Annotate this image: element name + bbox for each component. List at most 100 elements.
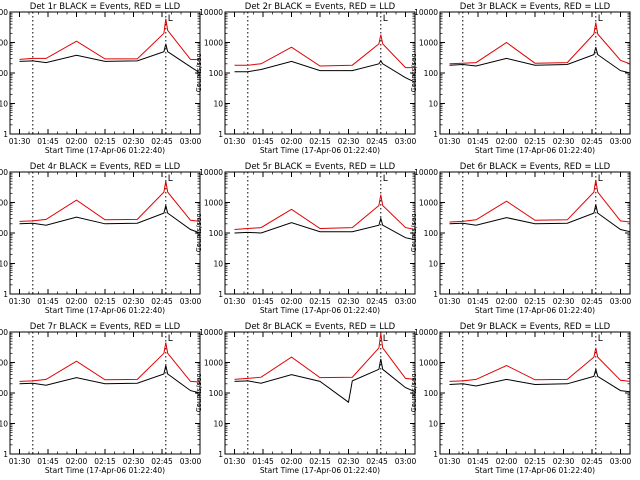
plot-frame <box>439 331 631 455</box>
plot-frame <box>439 171 631 295</box>
y-tick-label: 1 <box>218 130 223 139</box>
y-tick-label: 100 <box>424 229 439 238</box>
panel-det-7: Det 7r BLACK = Events, RED = LLD 1 10 100 10… <box>0 322 202 475</box>
x-tick-label: 03:00 <box>395 297 417 306</box>
x-tick-label: 01:30 <box>439 137 461 146</box>
x-tick-label: 03:00 <box>180 297 202 306</box>
x-tick-label: 01:45 <box>252 137 274 146</box>
plot-frame <box>439 11 631 135</box>
panel-det-5: Det 5r BLACK = Events, RED = LLD 1 10 100 10… <box>195 162 417 315</box>
x-tick-label: 01:45 <box>37 457 59 466</box>
x-tick-label: 03:00 <box>395 137 417 146</box>
y-axis-label: Counts/sec <box>410 214 418 253</box>
x-axis-label: Start Time (17-Apr-06 01:22:40) <box>260 306 380 315</box>
y-tick-label: 100 <box>424 389 439 398</box>
x-tick-label: 02:15 <box>94 137 116 146</box>
series-lld-line <box>234 34 415 69</box>
series-lld-line <box>449 179 631 223</box>
x-tick-label: 02:00 <box>66 457 88 466</box>
panel-title: Det 7r BLACK = Events, RED = LLD <box>30 322 181 332</box>
panel-det-1: Det 1r BLACK = Events, RED = LLD 1 10 100 10… <box>0 2 202 155</box>
y-tick-label: 1000 <box>0 199 8 208</box>
y-tick-label: 10000 <box>199 328 223 337</box>
x-tick-label: 01:30 <box>9 137 31 146</box>
y-tick-label: 1000 <box>204 39 223 48</box>
x-tick-label: 02:30 <box>338 297 360 306</box>
panel-title: Det 9r BLACK = Events, RED = LLD <box>460 322 611 332</box>
x-axis-label: Start Time (17-Apr-06 01:22:40) <box>45 466 165 475</box>
series-events-line <box>19 43 201 74</box>
panel-title: Det 3r BLACK = Events, RED = LLD <box>460 2 611 12</box>
panel-det-3: Det 3r BLACK = Events, RED = LLD 1 10 100 10… <box>410 2 632 155</box>
panel-title: Det 5r BLACK = Events, RED = LLD <box>245 162 396 172</box>
series-lld-line <box>19 342 201 383</box>
y-tick-label: 100 <box>0 69 8 78</box>
y-tick-label: 10 <box>213 420 223 429</box>
y-tick-label: 10000 <box>414 168 438 177</box>
x-tick-label: 01:30 <box>9 297 31 306</box>
marker-label: L <box>168 334 173 344</box>
x-tick-label: 02:15 <box>94 457 116 466</box>
x-tick-label: 02:30 <box>553 297 575 306</box>
panel-det-4: Det 4r BLACK = Events, RED = LLD 1 10 100 10… <box>0 162 202 315</box>
y-tick-label: 100 <box>209 69 224 78</box>
x-tick-label: 01:45 <box>252 457 274 466</box>
x-tick-label: 02:15 <box>524 457 546 466</box>
series-events-line <box>449 367 631 393</box>
y-tick-label: 10000 <box>199 168 223 177</box>
y-tick-label: 10 <box>0 260 8 269</box>
y-tick-label: 1000 <box>204 199 223 208</box>
x-tick-label: 02:30 <box>123 457 145 466</box>
x-tick-label: 02:45 <box>366 457 388 466</box>
y-axis-label: Counts/sec <box>195 54 203 93</box>
plot-frame <box>224 331 416 455</box>
x-tick-label: 02:45 <box>366 297 388 306</box>
x-tick-label: 02:30 <box>123 137 145 146</box>
y-tick-label: 10000 <box>0 8 8 17</box>
y-tick-label: 1000 <box>0 359 8 368</box>
marker-label: L <box>598 174 603 184</box>
x-tick-label: 03:00 <box>180 137 202 146</box>
y-tick-label: 10000 <box>0 168 8 177</box>
x-tick-label: 02:45 <box>151 137 173 146</box>
x-tick-label: 02:45 <box>366 137 388 146</box>
x-tick-label: 02:15 <box>524 137 546 146</box>
x-tick-label: 02:45 <box>581 297 603 306</box>
marker-label: L <box>383 174 388 184</box>
marker-label: L <box>168 14 173 24</box>
x-tick-label: 02:15 <box>309 137 331 146</box>
panel-det-8: Det 8r BLACK = Events, RED = LLD 1 10 100 10… <box>195 322 417 475</box>
y-axis-label: Counts/sec <box>410 54 418 93</box>
series-lld-line <box>234 194 416 230</box>
y-tick-label: 100 <box>0 229 8 238</box>
x-tick-label: 03:00 <box>395 457 417 466</box>
plot-frame <box>224 11 416 135</box>
panel-title: Det 4r BLACK = Events, RED = LLD <box>30 162 181 172</box>
series-events-line <box>234 216 416 241</box>
x-tick-label: 02:00 <box>281 297 303 306</box>
y-tick-label: 100 <box>0 389 8 398</box>
x-tick-label: 02:00 <box>496 297 518 306</box>
x-tick-label: 01:45 <box>467 457 489 466</box>
y-tick-label: 1 <box>433 290 438 299</box>
series-lld-line <box>449 22 631 65</box>
series-lld-line <box>19 181 201 222</box>
y-tick-label: 1000 <box>419 359 438 368</box>
marker-label: L <box>383 334 388 344</box>
y-tick-label: 100 <box>424 69 439 78</box>
y-tick-label: 10 <box>0 100 8 109</box>
panel-det-9: Det 9r BLACK = Events, RED = LLD 1 10 100 10… <box>410 322 632 475</box>
series-events-line <box>449 204 631 233</box>
x-tick-label: 01:30 <box>224 457 246 466</box>
x-axis-label: Start Time (17-Apr-06 01:22:40) <box>260 466 380 475</box>
series-events-line <box>19 205 201 234</box>
y-axis-label: Counts/sec <box>195 214 203 253</box>
y-tick-label: 100 <box>209 229 224 238</box>
marker-label: L <box>383 14 388 24</box>
x-axis-label: Start Time (17-Apr-06 01:22:40) <box>475 466 595 475</box>
x-axis-label: Start Time (17-Apr-06 01:22:40) <box>45 306 165 315</box>
y-tick-label: 1000 <box>204 359 223 368</box>
x-tick-label: 01:30 <box>439 457 461 466</box>
y-axis-label: Counts/sec <box>195 374 203 413</box>
